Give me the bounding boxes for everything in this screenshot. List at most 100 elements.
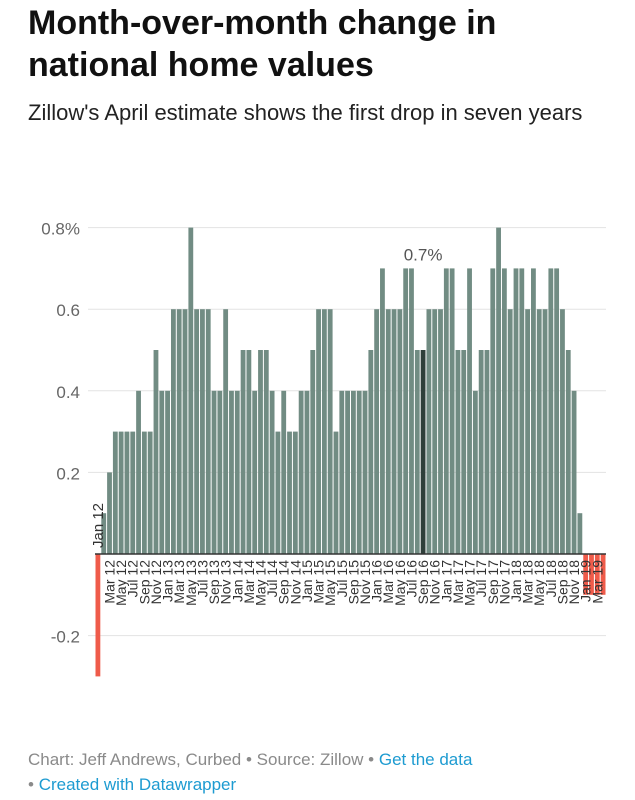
bar	[589, 554, 594, 595]
x-tick-label: Jul 15	[334, 560, 350, 598]
bar	[472, 390, 478, 554]
x-tick-label: Jan 14	[229, 560, 245, 602]
bar	[519, 268, 525, 554]
bar	[414, 350, 420, 554]
bar	[536, 309, 542, 554]
bar	[507, 309, 513, 554]
bar	[356, 390, 362, 554]
bar	[571, 390, 577, 554]
x-tick-label: Nov 15	[357, 560, 373, 605]
bar	[205, 309, 211, 554]
bar	[124, 431, 130, 554]
datawrapper-link[interactable]: Created with Datawrapper	[38, 775, 237, 794]
x-tick-label: Sep 17	[485, 560, 501, 605]
y-tick-label: 0.2	[56, 464, 80, 483]
x-tick-label: Mar 12	[102, 560, 118, 604]
bar	[577, 513, 583, 554]
bar	[153, 350, 159, 554]
x-tick-label: Nov 12	[148, 560, 164, 605]
x-tick-label: Jul 17	[473, 560, 489, 598]
bar	[292, 431, 298, 554]
bar	[275, 431, 281, 554]
x-tick-label: Jan 16	[369, 560, 385, 602]
bar	[147, 431, 153, 554]
bar	[223, 309, 229, 554]
x-tick-label: Mar 18	[520, 560, 536, 604]
bar	[217, 390, 223, 554]
bar	[339, 390, 345, 554]
bar	[594, 554, 600, 595]
bar	[449, 268, 455, 554]
bar	[130, 431, 136, 554]
x-tick-label-first: Jan 12	[90, 503, 107, 548]
bar	[281, 390, 287, 554]
x-tick-label: Nov 18	[566, 560, 582, 605]
bar	[112, 431, 118, 554]
bar	[397, 309, 403, 554]
x-tick-label: Jul 18	[543, 560, 559, 598]
bar	[374, 309, 380, 554]
x-tick-label: Mar 13	[171, 560, 187, 604]
bar	[304, 390, 310, 554]
bar	[194, 309, 200, 554]
separator-dot: •	[245, 750, 252, 769]
x-tick-label: May 18	[531, 560, 547, 606]
x-tick-label: Jul 14	[264, 560, 280, 598]
bar	[385, 309, 391, 554]
bar	[426, 309, 432, 554]
x-tick-label: Mar 16	[380, 560, 396, 604]
bar	[484, 350, 490, 554]
x-tick-label: Jul 16	[403, 560, 419, 598]
x-tick-label: Sep 14	[276, 560, 292, 605]
bar	[287, 431, 292, 554]
bar	[298, 390, 304, 554]
y-tick-label: 0.6	[56, 301, 80, 320]
x-tick-label: May 13	[183, 560, 199, 606]
get-data-link[interactable]: Get the data	[378, 750, 473, 769]
bar	[525, 309, 531, 554]
x-tick-label: Nov 13	[218, 560, 234, 605]
x-tick-label: Jan 19	[578, 560, 594, 602]
y-tick-label: -0.2	[51, 628, 80, 647]
bar	[170, 309, 176, 554]
x-tick-label: Mar 14	[241, 560, 257, 604]
bar	[345, 390, 350, 554]
bar	[600, 554, 606, 595]
bar	[443, 268, 449, 554]
bar	[496, 227, 501, 554]
x-tick-label: May 12	[113, 560, 129, 606]
bar	[513, 268, 519, 554]
bar	[490, 268, 496, 554]
bar	[391, 309, 397, 554]
x-tick-label: Sep 15	[345, 560, 361, 605]
bar	[176, 309, 182, 554]
chart-footer: Chart: Jeff Andrews, Curbed • Source: Zi…	[28, 747, 618, 797]
x-tick-label: Jul 13	[194, 560, 210, 598]
bar	[165, 390, 170, 554]
bar	[263, 350, 269, 554]
bar	[432, 309, 438, 554]
x-tick-label: Sep 13	[206, 560, 222, 605]
bar	[531, 268, 536, 554]
bar	[583, 554, 589, 595]
bar	[200, 309, 205, 554]
y-tick-label: 0.8%	[41, 220, 80, 239]
bar	[368, 350, 374, 554]
bar	[438, 309, 443, 554]
bar	[467, 268, 472, 554]
x-tick-label: Mar 19	[589, 560, 605, 604]
bar	[258, 350, 263, 554]
x-tick-label: Jan 18	[508, 560, 524, 602]
bar	[234, 390, 240, 554]
x-tick-label: Nov 14	[287, 560, 303, 605]
bar	[501, 268, 507, 554]
x-tick-label: Nov 17	[496, 560, 512, 605]
x-tick-label: Mar 15	[311, 560, 327, 604]
x-tick-label: Sep 18	[554, 560, 570, 605]
separator-dot: •	[368, 750, 375, 769]
annotation-label: 0.7%	[404, 245, 443, 264]
bar	[188, 227, 194, 554]
bar	[240, 350, 246, 554]
bar	[269, 390, 275, 554]
